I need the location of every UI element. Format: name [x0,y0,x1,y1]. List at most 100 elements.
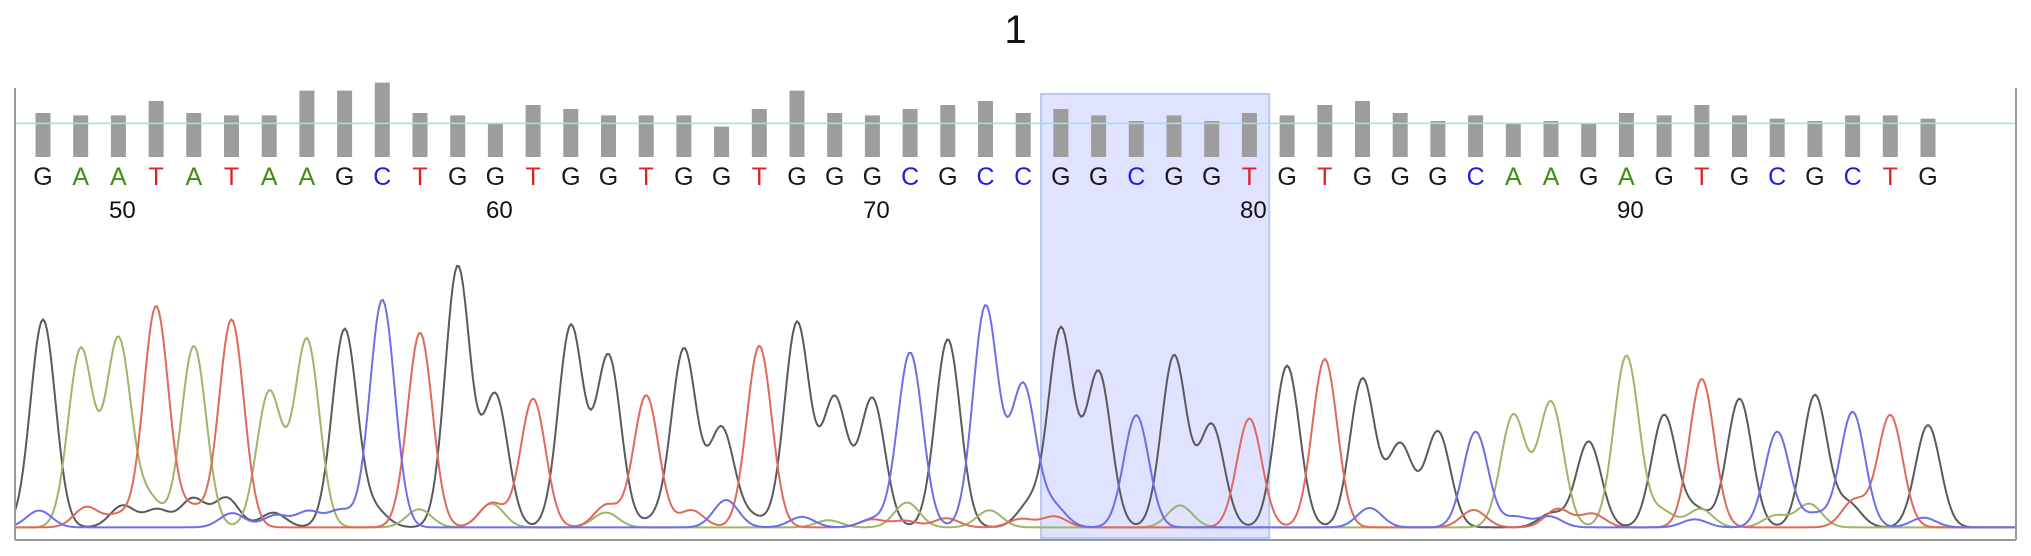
quality-bar [827,113,843,157]
base-letter: A [72,163,89,191]
quality-bar [35,113,51,157]
quality-bar [864,115,880,157]
base-letter: G [674,163,693,191]
quality-bar [638,115,654,157]
quality-bar [1882,115,1898,157]
quality-bar [1732,115,1747,157]
base-letter: G [1089,163,1108,191]
base-letter: C [1768,163,1786,191]
quality-bar [1581,123,1597,157]
position-label: 70 [863,197,890,224]
position-label: 60 [486,197,513,224]
quality-bar [1128,121,1144,157]
base-letter: G [1390,163,1409,191]
quality-bar [1468,115,1484,157]
position-label: 90 [1617,197,1644,224]
base-letter: T [639,163,654,191]
quality-bar [110,115,126,157]
base-letter: C [901,163,919,191]
base-letter: C [1844,163,1862,191]
base-letter: T [1694,163,1709,191]
base-letter: C [1127,163,1145,191]
quality-bar [1920,118,1936,157]
base-letter: A [1543,163,1560,191]
base-letter: G [1164,163,1183,191]
quality-bars [35,82,1936,157]
base-letter: G [448,163,467,191]
trace-c [14,298,2015,529]
quality-bar [1241,113,1257,157]
base-letter: G [599,163,618,191]
base-letter: A [299,163,316,191]
quality-bar [1091,115,1107,157]
quality-bar [525,105,541,157]
base-letter: G [787,163,806,191]
quality-bar [148,101,164,157]
base-letter: G [1277,163,1296,191]
base-letter: G [1805,163,1824,191]
quality-bar [1279,115,1295,157]
quality-bar [1166,115,1182,157]
quality-bar [751,109,767,157]
quality-bar [261,115,277,157]
base-letter: G [33,163,52,191]
quality-bar [224,115,239,157]
base-letter: G [863,163,882,191]
quality-bar [1015,113,1031,157]
base-letter: G [1353,163,1372,191]
base-letter: G [1579,163,1598,191]
base-letter: C [1014,163,1032,191]
quality-bar [714,126,730,157]
trace-g [14,264,2015,529]
base-letter: T [412,163,427,191]
base-letter: A [110,163,127,191]
base-letter: T [148,163,163,191]
base-letter: C [1467,163,1485,191]
position-ticks: 50 60 70 80 90 [109,197,1644,224]
quality-bar [1769,118,1785,157]
trace-curves [14,264,2015,529]
quality-bar [1694,105,1710,157]
base-letter: G [1918,163,1937,191]
position-label: 50 [109,197,136,224]
quality-bar [902,109,918,157]
base-letter: C [976,163,994,191]
quality-bar [563,109,579,157]
quality-bar [412,113,428,157]
quality-bar [1053,109,1069,157]
quality-bar [1618,113,1634,157]
quality-bar [186,113,202,157]
quality-bar [1355,101,1370,157]
quality-bar [1845,115,1861,157]
base-letter: G [1051,163,1070,191]
quality-bar [1543,121,1559,157]
base-letter: G [1202,163,1221,191]
base-letter: G [561,163,580,191]
quality-bar [1807,121,1823,157]
base-letter: T [224,163,239,191]
base-letter: G [938,163,957,191]
base-letter: T [752,163,767,191]
chart-frame [14,88,2017,541]
quality-bar [487,123,503,157]
base-letter: A [185,163,202,191]
selection-highlight-layer [1040,93,1271,539]
base-letter: T [1317,163,1332,191]
base-letter: G [486,163,505,191]
base-letter: G [1654,163,1673,191]
selected-region [1040,93,1271,539]
quality-bar [73,115,89,157]
quality-bar [1505,123,1521,157]
base-letter: G [1428,163,1447,191]
base-letter: G [335,163,354,191]
base-letter: G [825,163,844,191]
quality-bar [374,82,390,157]
chart-title: 1 [1004,8,1027,52]
quality-bar [1656,115,1672,157]
position-label: 80 [1240,197,1267,224]
base-letter: A [261,163,278,191]
base-letter: T [1883,163,1898,191]
quality-bar [601,115,616,157]
